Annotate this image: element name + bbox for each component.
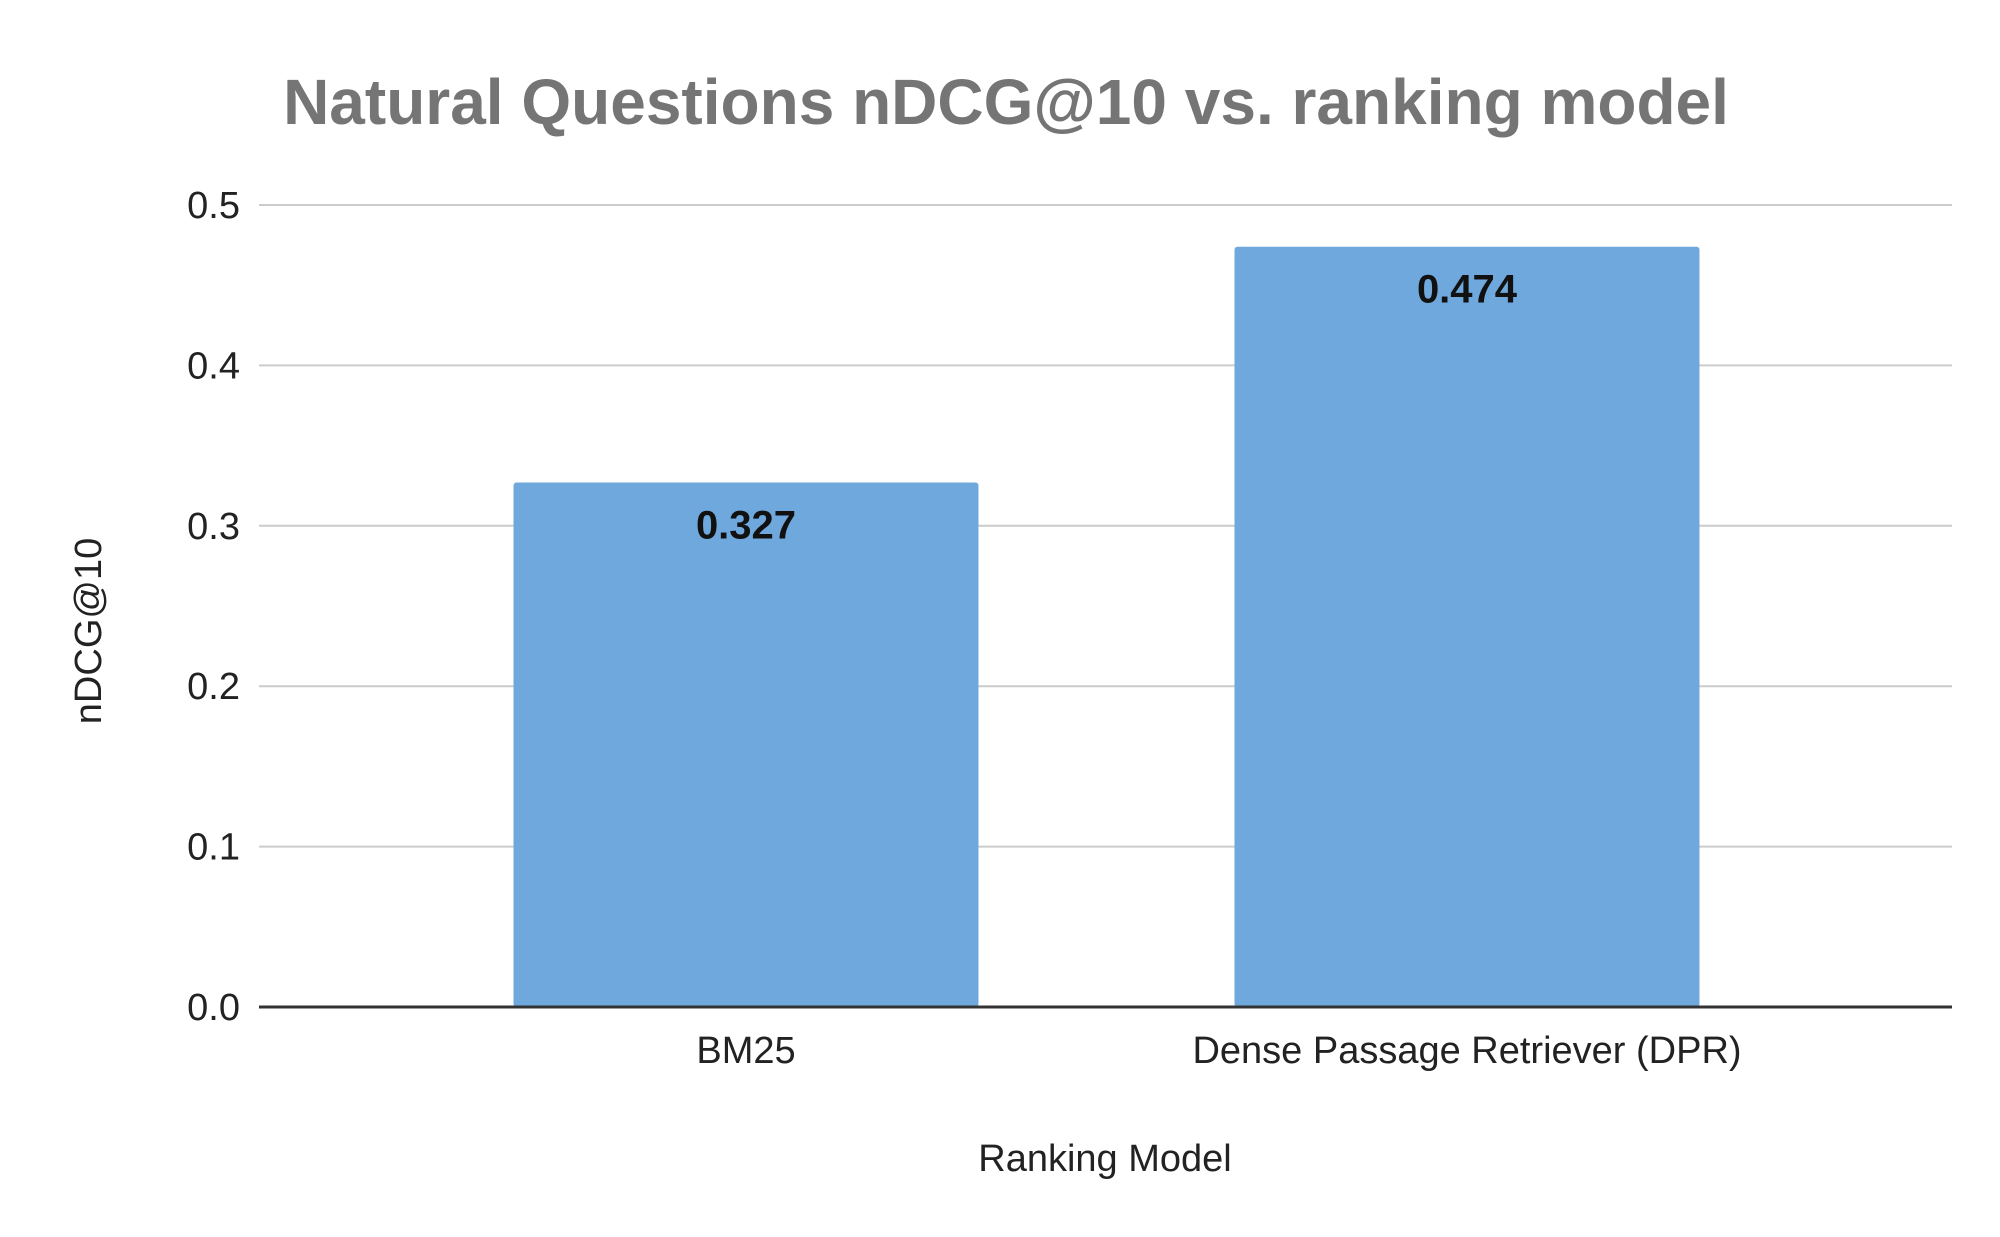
bars — [513, 246, 1700, 1008]
y-tick-label: 0.5 — [187, 185, 240, 227]
y-tick-label: 0.0 — [187, 987, 240, 1029]
y-tick-label: 0.2 — [187, 666, 240, 708]
data-labels: 0.327 0.474 — [696, 268, 1518, 548]
y-axis-ticks: 0.0 0.1 0.2 0.3 0.4 0.5 — [187, 185, 240, 1029]
chart-title: Natural Questions nDCG@10 vs. ranking mo… — [283, 66, 1729, 138]
y-tick-label: 0.1 — [187, 827, 240, 869]
bar — [1234, 246, 1700, 1008]
bar — [513, 482, 979, 1007]
y-tick-label: 0.3 — [187, 506, 240, 548]
x-tick-label: Dense Passage Retriever (DPR) — [1192, 1030, 1741, 1072]
y-axis-title: nDCG@10 — [68, 538, 110, 724]
x-axis-ticks: BM25 Dense Passage Retriever (DPR) — [696, 1030, 1741, 1072]
x-tick-label: BM25 — [696, 1030, 795, 1072]
bar-value-label: 0.474 — [1417, 268, 1518, 312]
x-axis-title: Ranking Model — [978, 1138, 1231, 1180]
bar-value-label: 0.327 — [696, 503, 796, 547]
y-tick-label: 0.4 — [187, 345, 240, 387]
